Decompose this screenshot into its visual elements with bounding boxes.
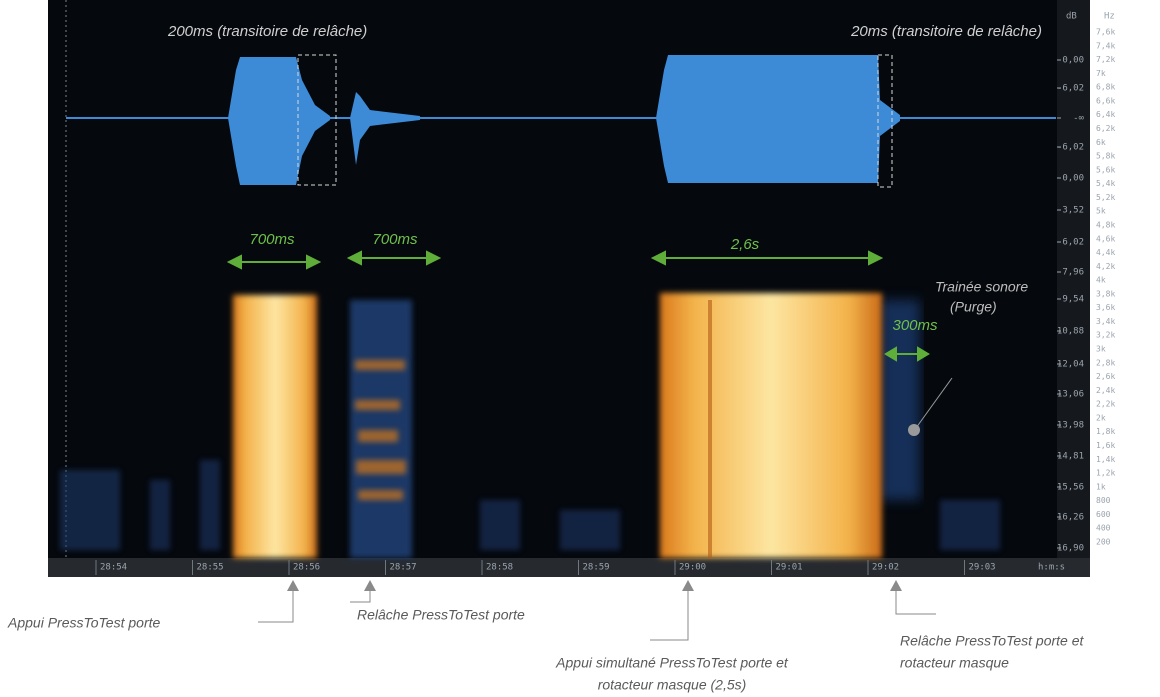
duration-label: 300ms xyxy=(892,317,938,334)
hz-label: 1,2k xyxy=(1096,469,1115,478)
duration-label: 700ms xyxy=(372,231,418,248)
callout-text: Appui simultané PressToTest porte et xyxy=(555,655,789,671)
hz-label: 7,6k xyxy=(1096,28,1115,37)
annotation: (Purge) xyxy=(950,299,997,315)
hz-label: 5,2k xyxy=(1096,193,1115,202)
hz-label: 1k xyxy=(1096,482,1106,491)
duration-label: 2,6s xyxy=(730,236,760,253)
hz-label: 800 xyxy=(1096,496,1111,505)
annotation: Trainée sonore xyxy=(935,279,1028,295)
time-label: 29:01 xyxy=(776,563,803,573)
time-unit: h:m:s xyxy=(1038,563,1065,573)
annotation: 200ms (transitoire de relâche) xyxy=(167,23,367,40)
hz-label: 5,8k xyxy=(1096,152,1115,161)
callout-text: Appui PressToTest porte xyxy=(7,615,160,631)
time-label: 28:58 xyxy=(486,563,513,573)
hz-label: 2,6k xyxy=(1096,372,1115,381)
db-label: 6,02 xyxy=(1062,238,1084,248)
db-unit: dB xyxy=(1066,12,1077,22)
annotation: 20ms (transitoire de relâche) xyxy=(850,23,1042,40)
hz-label: 2k xyxy=(1096,413,1106,422)
db-label: 9,54 xyxy=(1062,295,1084,305)
hz-label: 6,4k xyxy=(1096,110,1115,119)
hz-label: 2,2k xyxy=(1096,400,1115,409)
hz-label: 1,4k xyxy=(1096,455,1115,464)
hz-label: 4,4k xyxy=(1096,248,1115,257)
hz-label: 3,2k xyxy=(1096,331,1115,340)
callout-text: rotacteur masque (2,5s) xyxy=(598,677,747,693)
hz-label: 3,8k xyxy=(1096,289,1115,298)
db-label: 3,52 xyxy=(1062,206,1084,216)
hz-label: 200 xyxy=(1096,538,1111,547)
hz-label: 4,6k xyxy=(1096,234,1115,243)
hz-label: 4,2k xyxy=(1096,262,1115,271)
hz-label: 7,4k xyxy=(1096,41,1115,50)
hz-label: 3,6k xyxy=(1096,303,1115,312)
time-label: 29:03 xyxy=(969,563,996,573)
hz-label: 7,2k xyxy=(1096,55,1115,64)
hz-label: 4k xyxy=(1096,276,1106,285)
time-label: 29:00 xyxy=(679,563,706,573)
hz-label: 1,6k xyxy=(1096,441,1115,450)
callout-text: Relâche PressToTest porte xyxy=(357,607,525,623)
hz-unit: Hz xyxy=(1104,12,1115,22)
time-label: 28:59 xyxy=(583,563,610,573)
hz-label: 1,8k xyxy=(1096,427,1115,436)
hz-label: 2,8k xyxy=(1096,358,1115,367)
callout-arrow xyxy=(287,580,902,591)
time-label: 28:56 xyxy=(293,563,320,573)
db-label: -∞ xyxy=(1073,114,1084,124)
hz-label: 600 xyxy=(1096,510,1111,519)
hz-label: 400 xyxy=(1096,524,1111,533)
hz-label: 6k xyxy=(1096,138,1106,147)
db-label: 7,96 xyxy=(1062,268,1084,278)
duration-label: 700ms xyxy=(249,231,295,248)
time-label: 28:54 xyxy=(100,563,127,573)
hz-label: 3,4k xyxy=(1096,317,1115,326)
hz-label: 2,4k xyxy=(1096,386,1115,395)
callout-text: Relâche PressToTest porte et xyxy=(900,633,1085,649)
hz-label: 5,6k xyxy=(1096,165,1115,174)
hz-label: 6,8k xyxy=(1096,83,1115,92)
hz-label: 7k xyxy=(1096,69,1106,78)
time-label: 28:57 xyxy=(390,563,417,573)
hz-label: 4,8k xyxy=(1096,220,1115,229)
hz-label: 6,6k xyxy=(1096,96,1115,105)
hz-label: 5k xyxy=(1096,207,1106,216)
callout-text: rotacteur masque xyxy=(900,655,1009,671)
screenshot: 200ms (transitoire de relâche) 20ms (tra… xyxy=(0,0,1160,697)
db-label: 0,00 xyxy=(1062,56,1084,66)
hz-label: 6,2k xyxy=(1096,124,1115,133)
hz-label: 3k xyxy=(1096,345,1106,354)
time-label: 29:02 xyxy=(872,563,899,573)
hz-label: 5,4k xyxy=(1096,179,1115,188)
time-label: 28:55 xyxy=(197,563,224,573)
db-label: 0,00 xyxy=(1062,174,1084,184)
